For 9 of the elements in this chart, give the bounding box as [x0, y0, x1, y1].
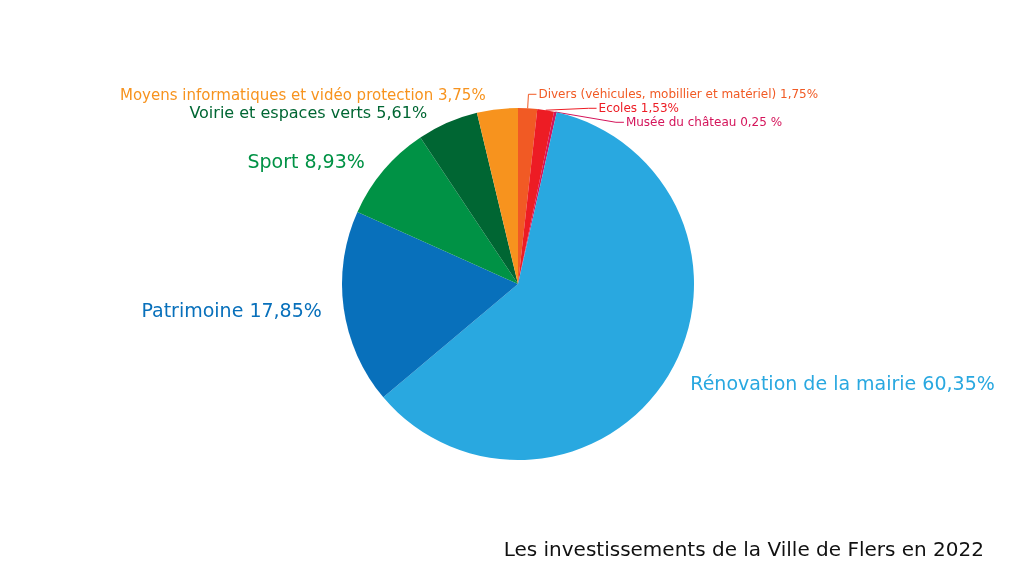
text: Les investissements de la Ville de Flers en 2022	[503, 537, 985, 561]
slice-label: Musée du château 0,25 %	[625, 115, 783, 130]
slice-label: Divers (véhicules, mobillier et matériel) 1,75%	[538, 87, 819, 102]
slice-label: Patrimoine 17,85%	[141, 299, 322, 322]
slice-label: Ecoles 1,53%	[598, 101, 679, 116]
slice-label: Rénovation de la mairie 60,35%	[690, 371, 995, 394]
slice-label: Moyens informatiques et vidéo protection 3,75%	[119, 86, 486, 105]
slice-label: Sport 8,93%	[247, 150, 365, 173]
slice-label: Voirie et espaces verts 5,61%	[189, 103, 428, 123]
